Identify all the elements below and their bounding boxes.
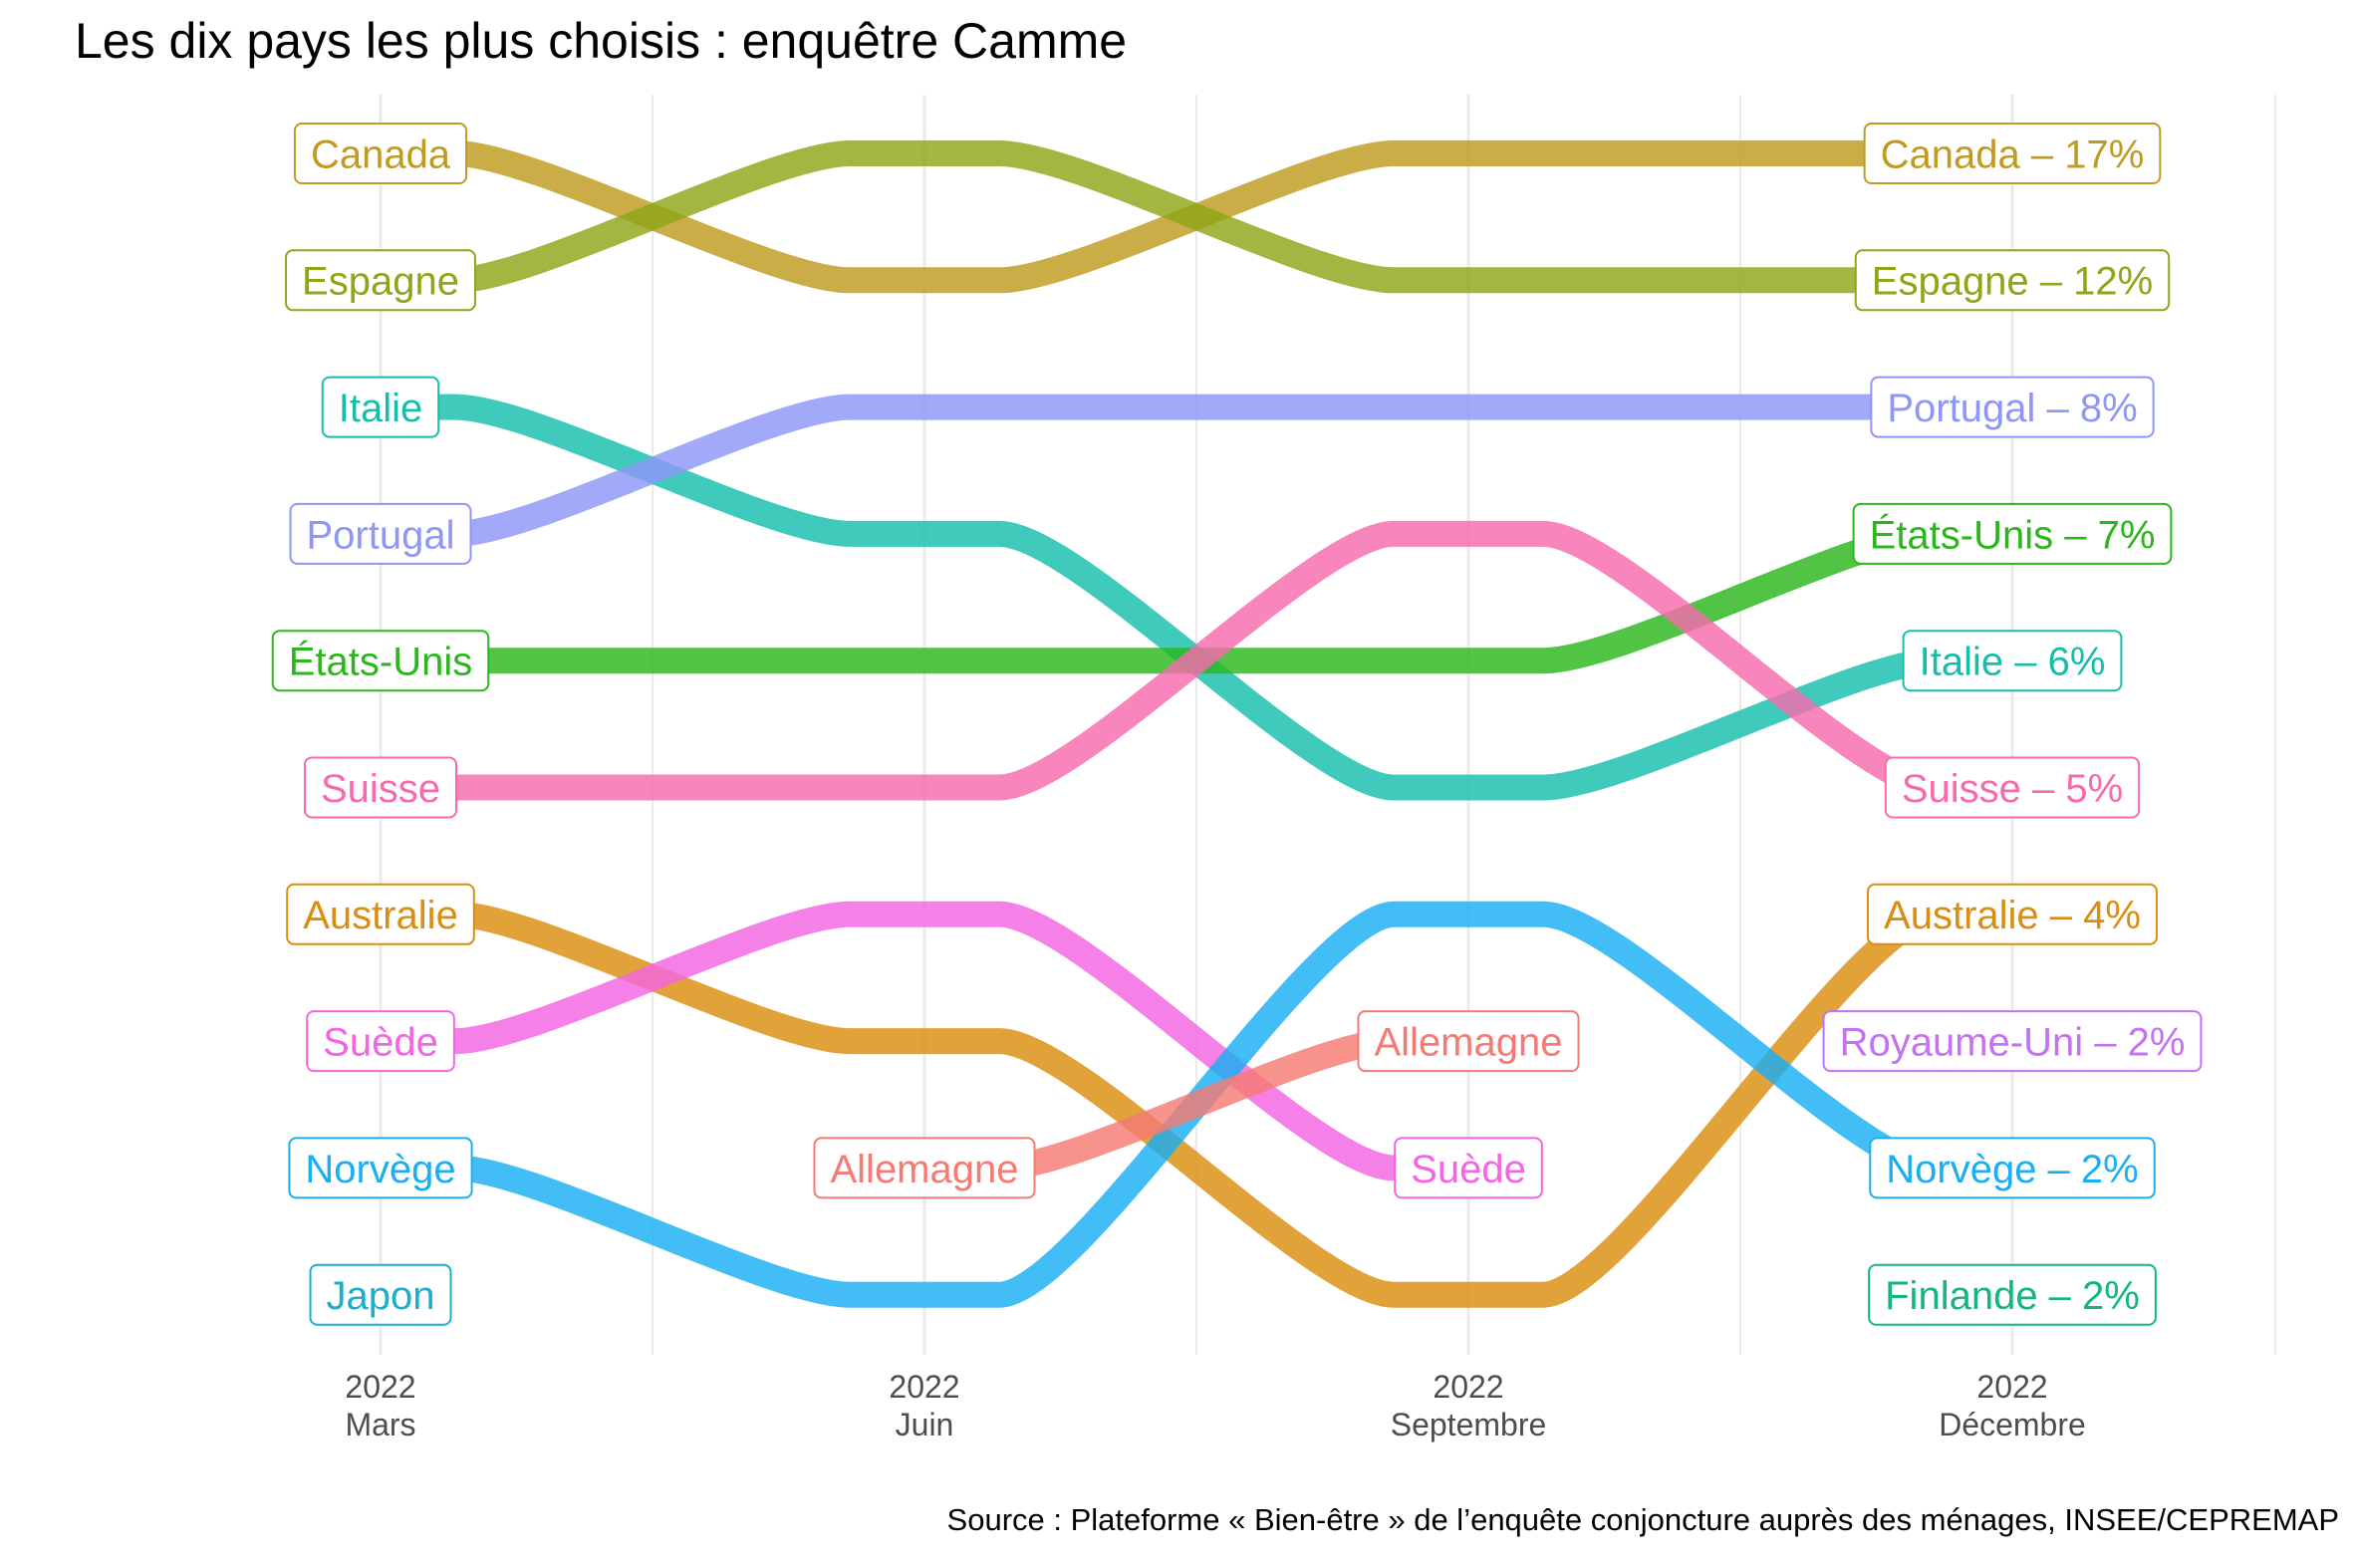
- final-label-australie: Australie – 4%: [1867, 883, 2158, 945]
- start-label-canada-box: [293, 123, 468, 184]
- final-label-etats-unis-box: [1852, 502, 2173, 565]
- final-label-royaume-uni-box: [1822, 1010, 2203, 1073]
- final-label-canada: Canada – 17%: [1863, 123, 2162, 184]
- start-label-allemagne: Allemagne: [813, 1137, 1036, 1199]
- start-label-australie: Australie: [286, 883, 475, 945]
- final-label-canada-box: [1863, 123, 2162, 184]
- start-label-espagne-box: [285, 249, 476, 312]
- final-label-italie: Italie – 6%: [1902, 630, 2123, 692]
- final-label-suisse-text: Suisse – 5%: [1902, 767, 2123, 811]
- start-label-italie: Italie: [321, 376, 440, 438]
- start-label-allemagne-text: Allemagne: [830, 1148, 1018, 1191]
- start-label-portugal: Portugal: [289, 502, 472, 565]
- end-label-allemagne-text: Allemagne: [1374, 1021, 1562, 1065]
- start-label-espagne: Espagne: [285, 249, 476, 312]
- start-label-espagne-text: Espagne: [302, 260, 459, 304]
- start-label-norvege-box: [288, 1137, 473, 1199]
- final-label-norvege: Norvège – 2%: [1869, 1137, 2156, 1199]
- x-tick-month: Mars: [345, 1407, 415, 1442]
- start-label-allemagne-box: [813, 1137, 1036, 1199]
- final-label-norvege-box: [1869, 1137, 2156, 1199]
- series-labels: Canada Canada – 17% Espagne Espagne – 12% It…: [271, 123, 2203, 1326]
- final-label-etats-unis: États-Unis – 7%: [1852, 502, 2173, 565]
- final-label-espagne: Espagne – 12%: [1854, 249, 2171, 312]
- final-label-finlande: Finlande – 2%: [1868, 1263, 2157, 1326]
- x-tick-month: Décembre: [1939, 1407, 2086, 1442]
- final-label-portugal: Portugal – 8%: [1870, 376, 2155, 438]
- start-label-italie-text: Italie: [339, 387, 423, 430]
- start-label-norvege: Norvège: [288, 1137, 473, 1199]
- x-tick-year: 2022: [345, 1369, 415, 1405]
- start-label-etats-unis-text: États-Unis: [289, 640, 473, 684]
- start-label-japon-box: [309, 1263, 452, 1326]
- start-label-australie-box: [286, 883, 475, 945]
- series-line-canada: [381, 140, 2012, 294]
- start-label-canada-text: Canada: [311, 132, 451, 176]
- final-label-australie-text: Australie – 4%: [1884, 894, 2141, 937]
- final-label-canada-text: Canada – 17%: [1881, 132, 2145, 176]
- final-label-finlande-box: [1868, 1263, 2157, 1326]
- series-line-espagne: [381, 140, 2012, 294]
- start-label-canada: Canada: [293, 123, 468, 184]
- x-tick-month: Septembre: [1391, 1407, 1547, 1442]
- final-label-espagne-text: Espagne – 12%: [1872, 260, 2153, 304]
- series-lines: [381, 140, 2012, 1308]
- end-label-allemagne-box: [1357, 1010, 1580, 1073]
- final-label-portugal-box: [1870, 376, 2155, 438]
- start-label-portugal-box: [289, 502, 472, 565]
- x-axis: 2022Mars2022Juin2022Septembre2022Décembr…: [345, 1369, 2085, 1442]
- final-label-italie-box: [1902, 630, 2123, 692]
- final-label-etats-unis-text: États-Unis – 7%: [1870, 512, 2156, 557]
- x-tick-month: Juin: [896, 1407, 954, 1442]
- start-label-etats-unis-box: [271, 630, 490, 692]
- end-label-suede: Suède: [1394, 1137, 1543, 1199]
- start-label-suede-box: [306, 1010, 455, 1073]
- start-label-etats-unis: États-Unis: [271, 630, 490, 692]
- start-label-japon-text: Japon: [327, 1274, 435, 1318]
- end-label-suede-box: [1394, 1137, 1543, 1199]
- start-label-norvege-text: Norvège: [305, 1148, 455, 1191]
- chart-title: Les dix pays les plus choisis : enquêtre…: [75, 13, 1128, 69]
- final-label-italie-text: Italie – 6%: [1920, 641, 2106, 684]
- final-label-royaume-uni-text: Royaume-Uni – 2%: [1840, 1021, 2186, 1065]
- source-caption: Source : Plateforme « Bien-être » de l’e…: [946, 1502, 2339, 1537]
- series-line-australie: [381, 901, 2012, 1308]
- series-line-norvege: [381, 901, 2012, 1308]
- final-label-finlande-text: Finlande – 2%: [1885, 1274, 2140, 1318]
- series-line-suisse: [381, 520, 2012, 801]
- x-tick-year: 2022: [889, 1369, 959, 1405]
- series-line-suede: [381, 901, 1468, 1181]
- end-label-allemagne: Allemagne: [1357, 1010, 1580, 1073]
- final-label-suisse-box: [1884, 756, 2141, 819]
- x-tick-year: 2022: [1433, 1369, 1503, 1405]
- end-label-suede-text: Suède: [1411, 1148, 1526, 1191]
- final-label-portugal-text: Portugal – 8%: [1887, 387, 2137, 430]
- start-label-suisse-box: [303, 756, 458, 819]
- start-label-suisse: Suisse: [303, 756, 458, 819]
- start-label-japon: Japon: [309, 1263, 452, 1326]
- start-label-suisse-text: Suisse: [321, 767, 440, 811]
- start-label-suede-text: Suède: [323, 1021, 438, 1065]
- series-line-portugal: [381, 393, 2012, 547]
- final-label-suisse: Suisse – 5%: [1884, 756, 2141, 819]
- x-tick-year: 2022: [1976, 1369, 2047, 1405]
- start-label-suede: Suède: [306, 1010, 455, 1073]
- final-label-royaume-uni: Royaume-Uni – 2%: [1822, 1010, 2203, 1073]
- start-label-italie-box: [321, 376, 440, 438]
- final-label-australie-box: [1867, 883, 2158, 945]
- start-label-portugal-text: Portugal: [307, 513, 455, 557]
- final-label-espagne-box: [1854, 249, 2171, 312]
- final-label-norvege-text: Norvège – 2%: [1886, 1148, 2138, 1191]
- start-label-australie-text: Australie: [303, 894, 458, 937]
